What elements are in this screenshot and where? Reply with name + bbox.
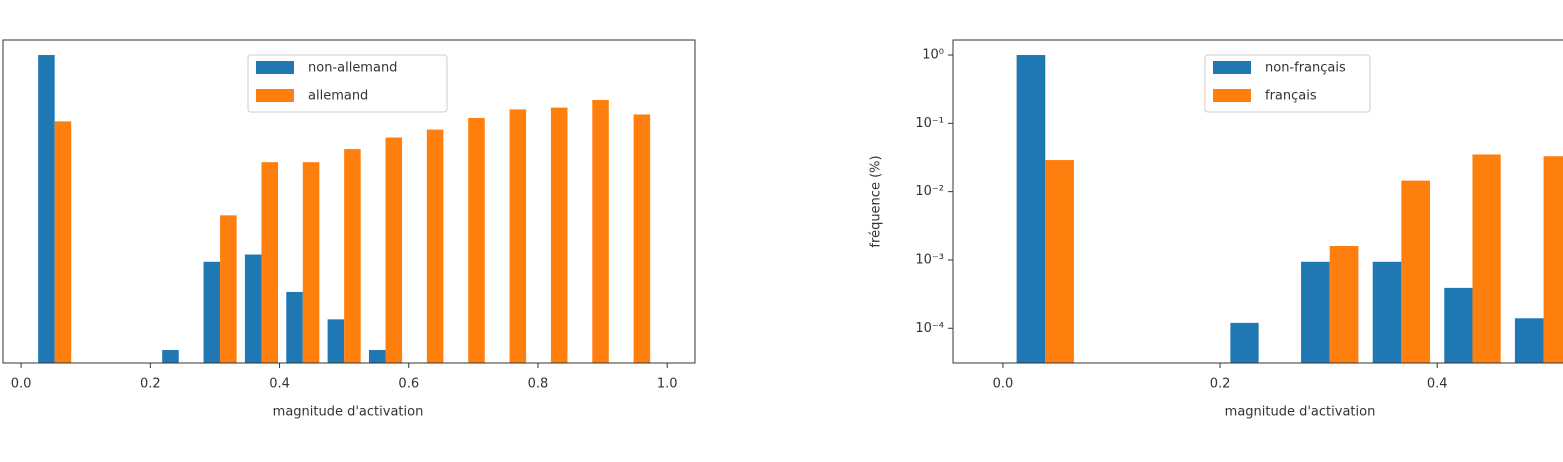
bar (203, 261, 221, 363)
x-tick-label: 0.2 (1210, 377, 1231, 392)
bar (1329, 246, 1359, 363)
bar (468, 117, 485, 363)
bar (1016, 55, 1046, 364)
bar (1301, 261, 1330, 363)
bar (38, 55, 55, 364)
bar (1372, 261, 1402, 363)
x-tick-label: 1.0 (657, 377, 678, 392)
x-axis-label: magnitude d'activation (273, 405, 424, 420)
bar (550, 107, 568, 363)
bar (1472, 154, 1501, 363)
legend-label: français (1265, 89, 1317, 104)
legend-swatch (1213, 89, 1251, 102)
y-tick-label: 10⁻⁴ (915, 321, 944, 336)
bar (220, 215, 237, 363)
plot-frame (952, 39, 1563, 364)
legend-swatch (1213, 61, 1251, 74)
y-tick-label: 10⁻² (915, 184, 944, 199)
y-axis-label: fréquence (%) (869, 155, 884, 247)
x-tick-label: 0.4 (269, 377, 290, 392)
y-tick-label: 10⁻³ (915, 252, 944, 267)
bar (162, 350, 179, 363)
bar (1230, 322, 1259, 363)
legend-label: non-français (1265, 61, 1346, 76)
chart: 0.00.20.40.60.810⁰10⁻¹10⁻²10⁻³10⁻⁴magnit… (869, 39, 1563, 420)
x-tick-label: 0.6 (398, 377, 419, 392)
bar (1514, 318, 1544, 363)
bar (302, 162, 320, 363)
legend-swatch (256, 89, 294, 102)
bar (592, 99, 609, 363)
x-axis-label: magnitude d'activation (1225, 405, 1376, 420)
bar (286, 291, 303, 363)
bar (1401, 180, 1431, 363)
x-tick-label: 0.4 (1427, 377, 1448, 392)
bar (1444, 287, 1473, 363)
bar (633, 114, 651, 364)
legend-swatch (256, 61, 294, 74)
bar (509, 109, 527, 363)
x-tick-label: 0.0 (993, 377, 1014, 392)
bar (327, 319, 345, 363)
bar (261, 162, 278, 363)
legend-box (247, 54, 448, 113)
y-tick-label: 10⁰ (922, 48, 944, 63)
y-tick-label: 10⁻¹ (915, 116, 944, 131)
bar (426, 129, 444, 363)
legend-label: allemand (308, 89, 368, 104)
chart: 0.0 0.2 0.4 0.6 0.8 1.0 magnitude d'activation… (2, 39, 696, 420)
legend-label: non-allemand (308, 61, 397, 76)
x-tick-label: 0.2 (140, 377, 161, 392)
x-tick-label: 0.8 (528, 377, 549, 392)
legend: non-allemand allemand (247, 54, 448, 113)
bar (344, 149, 361, 363)
bar (385, 137, 403, 363)
plot-frame (2, 39, 696, 364)
bar (244, 254, 262, 363)
bar (54, 121, 72, 363)
legend: non-français français (1204, 54, 1371, 113)
x-tick-label: 0.0 (11, 377, 32, 392)
bar (1045, 160, 1074, 363)
bar (368, 350, 386, 363)
bar (1543, 156, 1563, 363)
